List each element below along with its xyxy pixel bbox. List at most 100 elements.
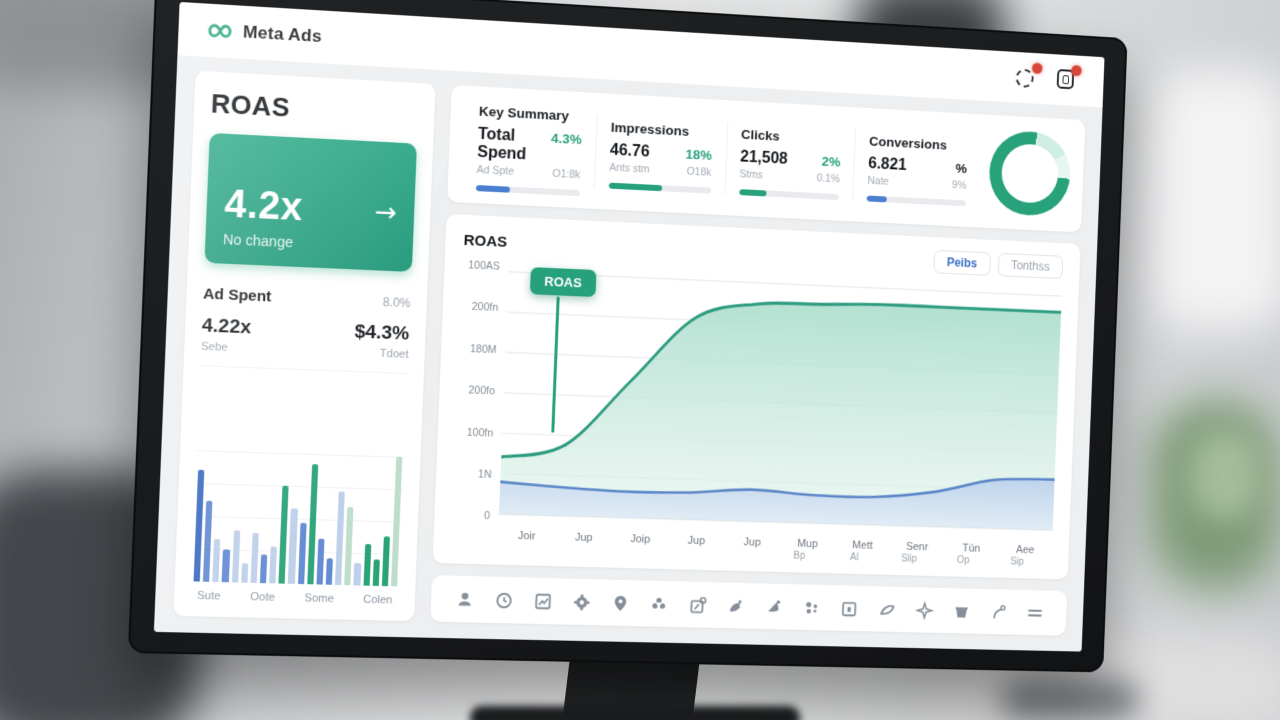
chart-box-icon[interactable] xyxy=(532,590,555,613)
hook-icon[interactable] xyxy=(988,601,1010,623)
mini-bar xyxy=(353,563,361,586)
metric-impressions: Impressions 46.76 18% Ants stm O18k xyxy=(593,114,727,194)
x-subtick: Sip xyxy=(1010,556,1025,568)
ad-spent-right-value: $4.3% xyxy=(354,321,410,345)
x-tick: Tún xyxy=(962,542,981,555)
x-tick: Joir xyxy=(517,530,536,543)
x-subtick xyxy=(716,547,772,563)
x-subtick xyxy=(603,544,660,560)
mini-bar xyxy=(297,522,307,585)
flower-icon[interactable] xyxy=(648,593,670,615)
background-plant-leaf xyxy=(1190,430,1260,520)
calendar-icon[interactable] xyxy=(839,597,861,619)
progress-bar xyxy=(475,184,580,196)
location-pin-icon[interactable] xyxy=(609,592,632,614)
alerts-icon-glyph xyxy=(1015,68,1034,89)
main-column: Key Summary Total Spend 4.3% Ad Spte O1:… xyxy=(430,84,1086,636)
ad-spent-label: Ad Spent xyxy=(202,285,272,306)
y-tick: 0 xyxy=(483,510,491,523)
mini-bar xyxy=(288,508,298,584)
progress-bar xyxy=(608,182,711,194)
monitor: Meta Ads ROAS xyxy=(127,0,1128,673)
metric-total-spend: Key Summary Total Spend 4.3% Ad Spte O1:… xyxy=(462,98,597,196)
mini-bar xyxy=(259,554,268,584)
mini-bar-label: Sute xyxy=(196,589,221,603)
roas-tile[interactable]: 4.2x → No change xyxy=(204,132,417,272)
metric-value: 21,508 xyxy=(739,148,788,168)
x-subtick: Slip xyxy=(900,553,918,565)
ad-spent-left-value: 4.22x xyxy=(201,315,252,339)
messages-badge xyxy=(1071,64,1082,77)
gear-icon[interactable] xyxy=(571,591,594,614)
metric-sub-right: 9% xyxy=(951,178,967,192)
metric-title: Key Summary xyxy=(478,103,570,123)
swoosh-icon[interactable] xyxy=(876,598,898,620)
user-icon[interactable] xyxy=(453,588,476,611)
metric-sub-left: Stms xyxy=(739,167,763,181)
chart-tooltip: ROAS xyxy=(529,267,597,297)
y-tick: 100fn xyxy=(466,426,494,440)
metric-sub-right: O1:8k xyxy=(552,167,581,181)
mini-bar xyxy=(344,507,354,586)
mini-bar xyxy=(363,544,371,586)
bottom-toolbar xyxy=(430,575,1068,636)
mini-bar-chart xyxy=(191,450,405,587)
metric-value: Total Spend xyxy=(476,125,527,163)
meta-logo-icon xyxy=(205,20,234,42)
y-tick: 1N xyxy=(477,468,492,481)
metric-change: 4.3% xyxy=(550,130,582,147)
metric-value: 6.821 xyxy=(867,154,907,174)
metric-sub-right: 0.1% xyxy=(816,171,841,185)
mini-bar xyxy=(212,538,221,583)
mini-bar xyxy=(240,562,249,583)
basket-icon[interactable] xyxy=(951,600,973,622)
mini-bar xyxy=(390,456,403,587)
x-tick: Jup xyxy=(743,536,761,549)
ad-spent-right-caption: Tdoet xyxy=(379,347,409,361)
metric-title: Clicks xyxy=(740,126,780,144)
arrow-right-icon[interactable]: → xyxy=(374,196,398,229)
x-tick: Aee xyxy=(1015,544,1035,557)
x-subtick xyxy=(489,541,547,558)
metric-title: Conversions xyxy=(868,133,948,153)
mini-bar-label: Colen xyxy=(362,593,393,607)
mini-bar xyxy=(203,500,213,582)
x-tick: Jup xyxy=(687,534,706,548)
bird-icon[interactable] xyxy=(725,594,747,616)
range-button-primary[interactable]: Peibs xyxy=(933,249,991,276)
mini-bar-chart-labels: Sute Oote Some Colen xyxy=(191,590,399,607)
mini-bar xyxy=(278,485,290,584)
metric-sub-right: O18k xyxy=(686,165,712,179)
area-chart-plot[interactable]: ROAS xyxy=(499,262,1062,538)
sparkle-icon[interactable] xyxy=(913,599,935,621)
mini-bar xyxy=(325,558,334,585)
dots-icon[interactable] xyxy=(801,596,823,618)
menu-icon[interactable] xyxy=(1025,602,1046,624)
pin-chart-icon[interactable] xyxy=(687,593,709,615)
chart-range-buttons: Peibs Tonthss xyxy=(933,249,1064,280)
mini-bar xyxy=(231,530,241,583)
megaphone-icon[interactable] xyxy=(763,595,785,617)
mini-bar xyxy=(316,538,325,585)
y-tick: 100AS xyxy=(467,259,501,273)
roas-panel-title: ROAS xyxy=(210,87,291,123)
mini-bar-label: Some xyxy=(304,592,335,606)
x-tick: Mett xyxy=(851,539,873,552)
x-subtick: Bp xyxy=(793,550,806,562)
x-tick: Senr xyxy=(905,540,929,554)
monitor-stand-base xyxy=(470,706,800,720)
donut-chart xyxy=(987,129,1072,218)
chart-title: ROAS xyxy=(463,231,508,251)
metric-title: Impressions xyxy=(610,119,690,139)
clock-icon[interactable] xyxy=(492,589,515,612)
metric-sub-left: Ants stm xyxy=(609,161,650,176)
metric-sub-left: Nate xyxy=(867,174,890,188)
mini-bar xyxy=(335,491,346,586)
range-button-secondary[interactable]: Tonthss xyxy=(997,252,1064,280)
roas-chart-card: ROAS Peibs Tonthss 100AS 200fn 180M 200fo 10… xyxy=(432,213,1081,580)
messages-icon[interactable] xyxy=(1055,64,1082,92)
x-subtick: Op xyxy=(956,555,970,567)
alerts-icon[interactable] xyxy=(1015,62,1043,90)
metric-change: 2% xyxy=(821,153,841,170)
